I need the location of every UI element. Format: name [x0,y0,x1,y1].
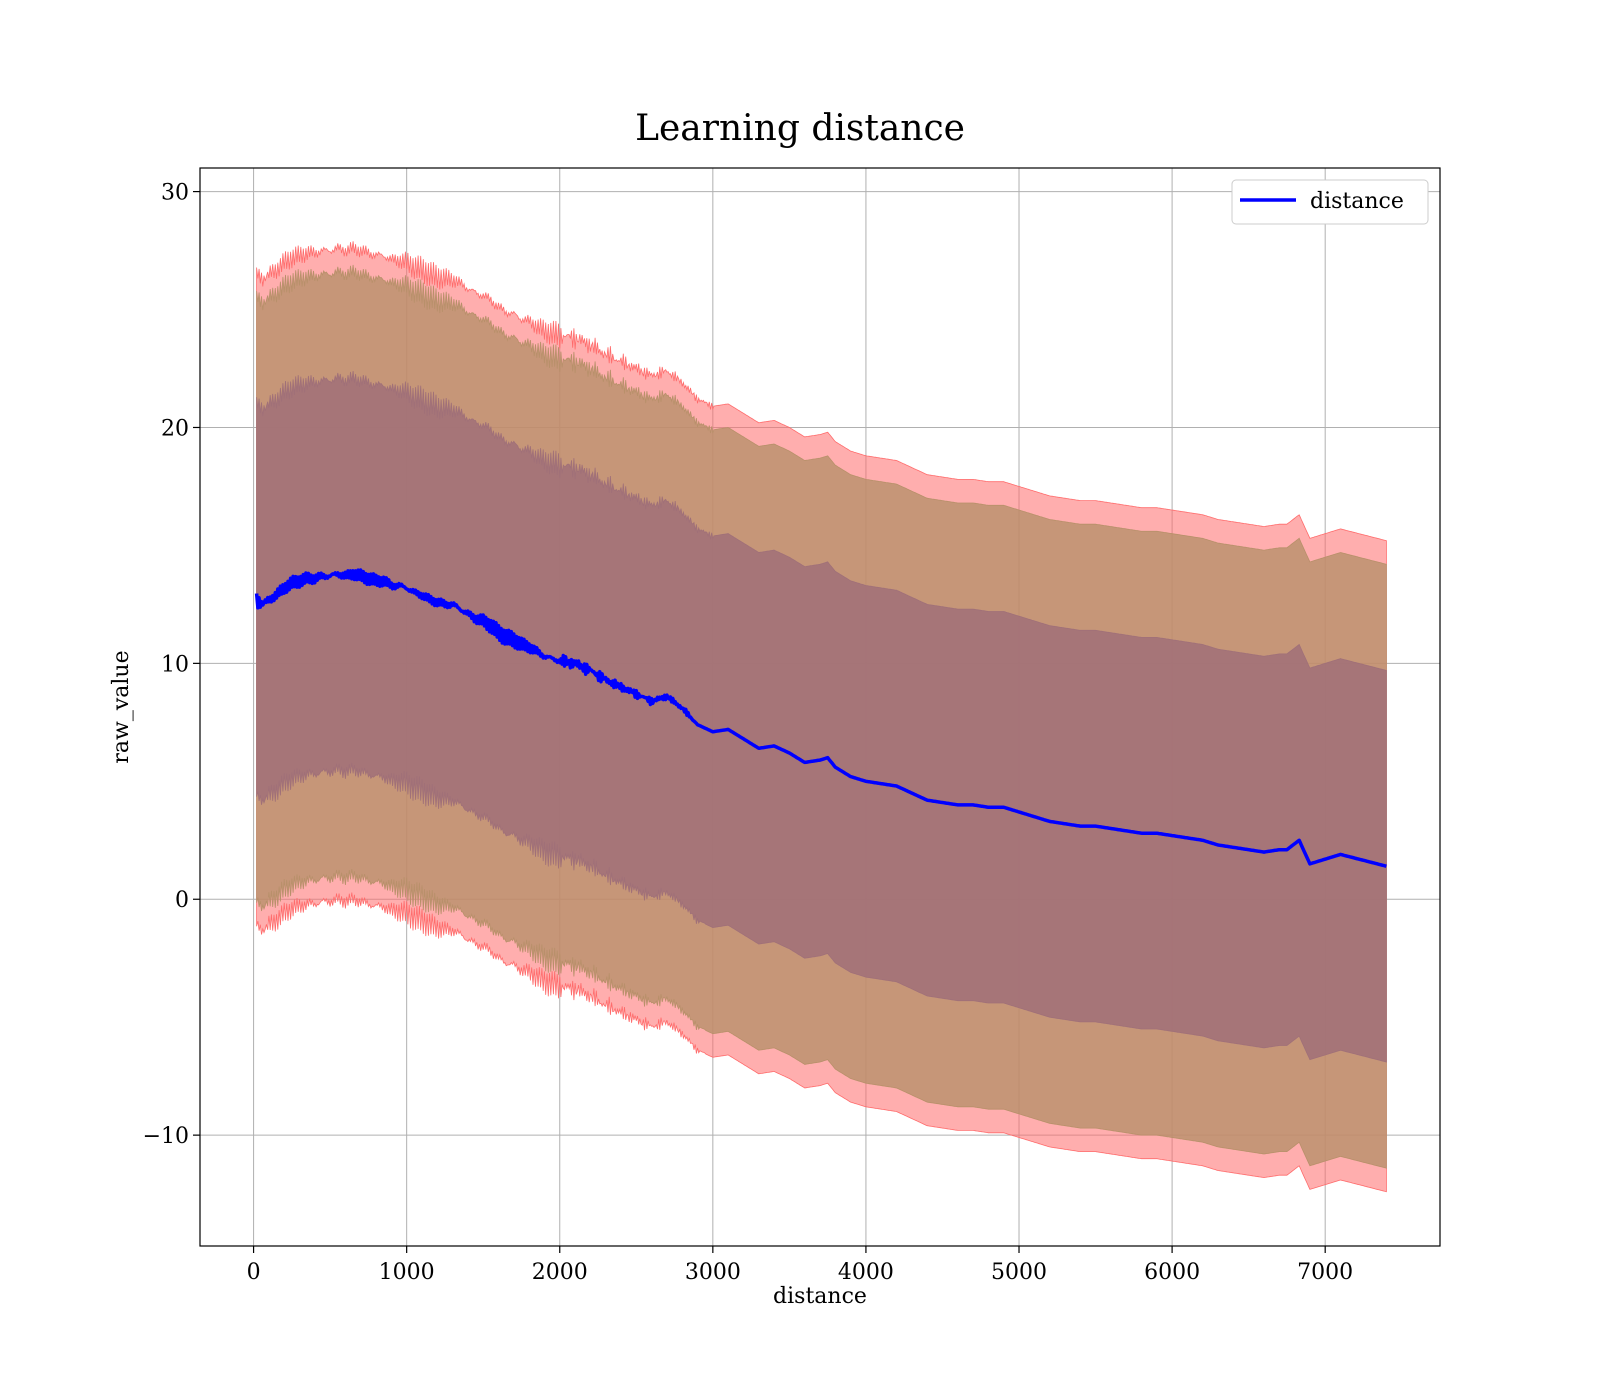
x-tick-label: 2000 [532,1260,588,1285]
series-line-distance [254,568,1387,868]
ticks-layer: 0 1000 2000 3000 4000 5000 6000 7000 −10 0 10 20 30 [143,181,1354,1285]
x-tick-label: 1000 [379,1260,435,1285]
y-tick-label: 0 [175,888,189,913]
legend: distance [1231,179,1429,225]
y-tick-label: 30 [161,181,189,206]
x-axis-label: distance [773,1284,867,1309]
y-tick-label: −10 [143,1124,189,1149]
band-inner [256,370,1387,1063]
chart-title: Learning distance [635,108,965,149]
x-tick-label: 3000 [685,1260,741,1285]
x-tick-label: 6000 [1144,1260,1200,1285]
bands-layer [256,241,1387,1193]
x-tick-label: 7000 [1297,1260,1353,1285]
x-tick-label: 0 [247,1260,261,1285]
legend-entry-distance: distance [1310,189,1404,214]
y-tick-label: 20 [161,416,189,441]
line-layer [254,568,1387,868]
y-tick-label: 10 [161,652,189,677]
plot-frame [199,167,1441,1247]
y-axis-label: raw_value [109,650,134,763]
x-tick-label: 4000 [838,1260,894,1285]
legend-box [1231,179,1429,225]
x-tick-label: 5000 [991,1260,1047,1285]
